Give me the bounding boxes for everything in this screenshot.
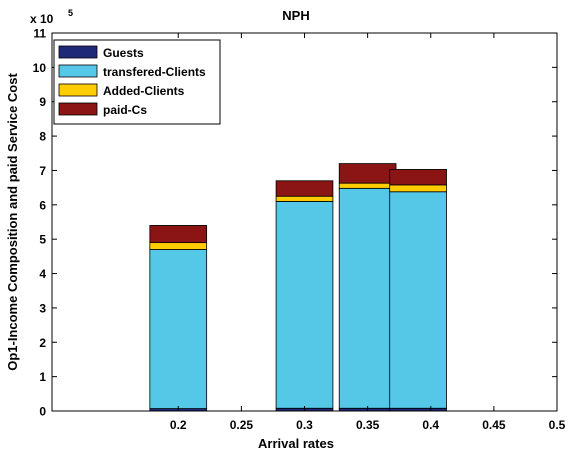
x-axis-label: Arrival rates	[258, 436, 334, 451]
legend: Guests transfered-Clients Added-Clients pai…	[53, 39, 221, 125]
bar-segment-transfered-clients-1	[275, 200, 334, 409]
x-tick-label: 0.3	[296, 418, 313, 432]
bar-segment-paid-cs-1	[275, 180, 334, 197]
y-tick-label: 7	[39, 164, 46, 178]
x-tick-label: 0.4	[422, 418, 439, 432]
y-tick-label: 4	[39, 267, 46, 281]
x-tick-label: 0.35	[356, 418, 380, 432]
legend-swatch	[58, 102, 98, 116]
bar-segment-transfered-clients-2	[338, 187, 397, 409]
legend-label: Added-Clients	[103, 84, 185, 98]
y-tick-label: 3	[39, 301, 46, 315]
chart-title: NPH	[282, 8, 309, 23]
y-tick-label: 11	[33, 27, 46, 41]
y-tick-label: 6	[39, 198, 46, 212]
bar-segment-paid-cs-3	[389, 169, 447, 186]
x-tick-label: 0.5	[549, 418, 566, 432]
legend-label: paid-Cs	[103, 103, 147, 117]
bars-layer	[149, 163, 447, 412]
y-tick-label: 9	[39, 95, 46, 109]
y-tick-label: 0	[39, 405, 46, 419]
y-exponent-label: x 10	[30, 12, 54, 26]
y-axis-label: Op1-Income Composition and paid Service …	[5, 73, 20, 371]
bar-segment-paid-cs-2	[338, 163, 397, 184]
legend-swatch	[58, 45, 98, 59]
y-tick-label: 10	[33, 61, 47, 75]
bar-segment-transfered-clients-0	[149, 249, 208, 409]
x-ticks: 0.2 0.25 0.3 0.35 0.4 0.45 0.5	[170, 33, 566, 432]
bar-segment-added-clients-0	[149, 242, 208, 250]
bar-segment-added-clients-3	[389, 184, 447, 193]
legend-swatch	[58, 83, 98, 97]
y-tick-label: 2	[39, 336, 46, 350]
bar-segment-added-clients-2	[338, 182, 397, 189]
y-tick-label: 1	[39, 370, 46, 384]
y-exponent-value: 5	[68, 8, 73, 18]
x-tick-label: 0.2	[170, 418, 187, 432]
y-tick-label: 8	[39, 130, 46, 144]
bar-segment-transfered-clients-3	[389, 191, 447, 409]
legend-swatch	[58, 64, 98, 78]
y-ticks: 0 1 2 3 4 5 6 7 8 9 10 11	[33, 27, 557, 419]
x-tick-label: 0.45	[482, 418, 506, 432]
legend-label: transfered-Clients	[103, 65, 206, 79]
y-tick-label: 5	[39, 233, 46, 247]
legend-label: Guests	[103, 46, 144, 60]
bar-segment-added-clients-1	[275, 195, 334, 202]
x-tick-label: 0.25	[230, 418, 254, 432]
bar-segment-paid-cs-0	[149, 225, 208, 244]
